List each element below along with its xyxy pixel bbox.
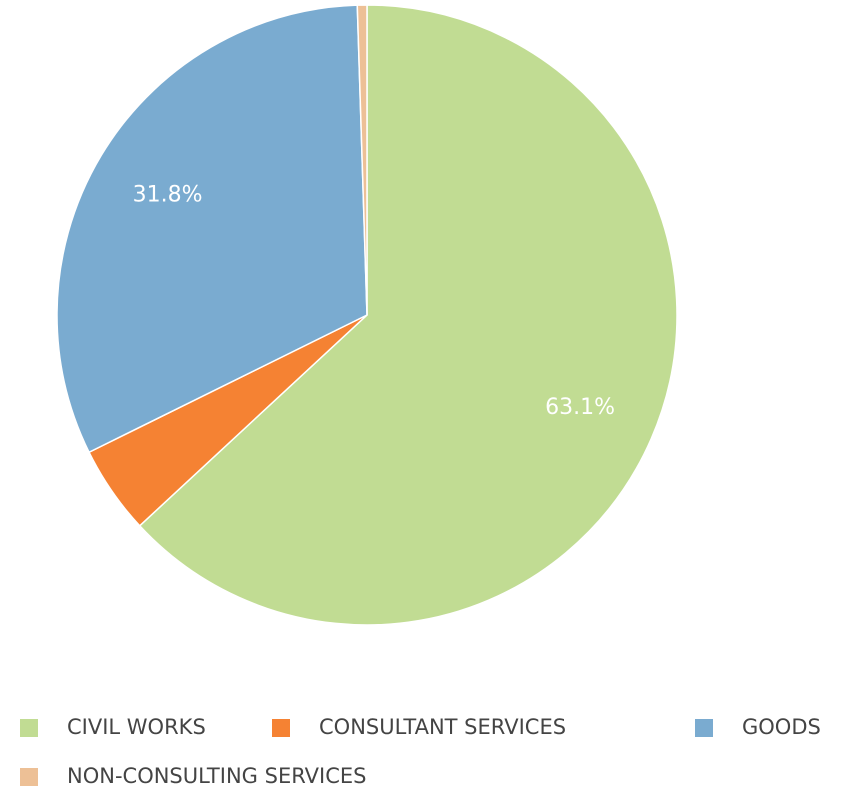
legend-label: NON-CONSULTING SERVICES: [67, 764, 366, 788]
legend-swatch: [20, 719, 38, 737]
pie-slice: [138, 4, 678, 626]
legend-label: CIVIL WORKS: [67, 715, 206, 739]
legend-swatch: [20, 768, 38, 786]
legend-label: GOODS: [742, 715, 821, 739]
legend-swatch: [272, 719, 290, 737]
pie-slice: [56, 4, 368, 454]
legend-swatch: [695, 719, 713, 737]
legend-label: CONSULTANT SERVICES: [319, 715, 566, 739]
data-label: 31.8%: [133, 182, 203, 207]
pie-slice: [356, 4, 368, 316]
data-label: 63.1%: [545, 395, 615, 420]
